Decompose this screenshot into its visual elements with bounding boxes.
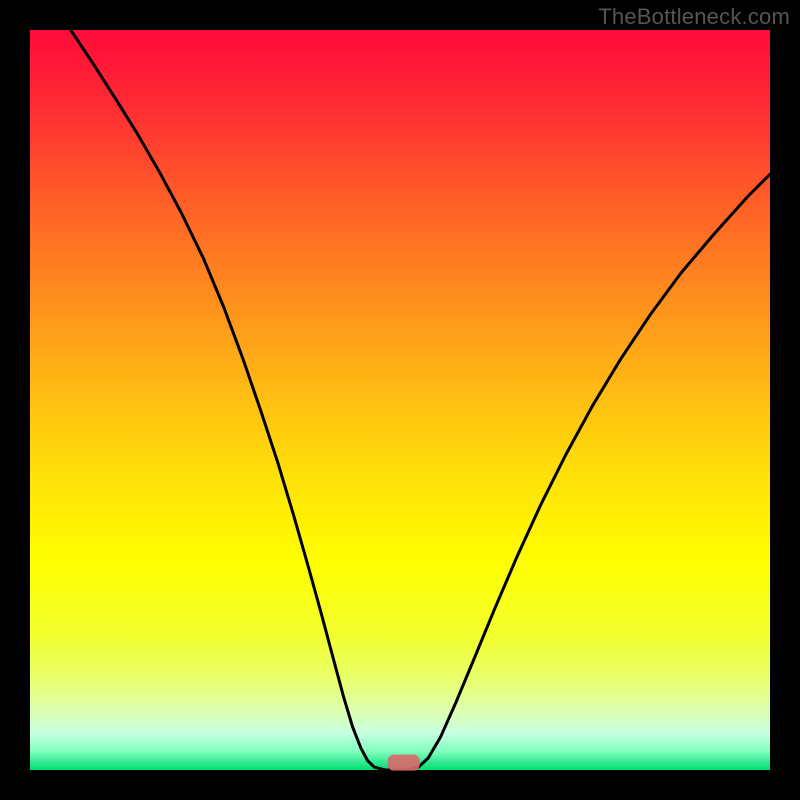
watermark-text: TheBottleneck.com — [598, 4, 790, 30]
bottleneck-curve-chart — [0, 0, 800, 800]
chart-container: TheBottleneck.com — [0, 0, 800, 800]
optimal-point-marker — [388, 755, 420, 771]
